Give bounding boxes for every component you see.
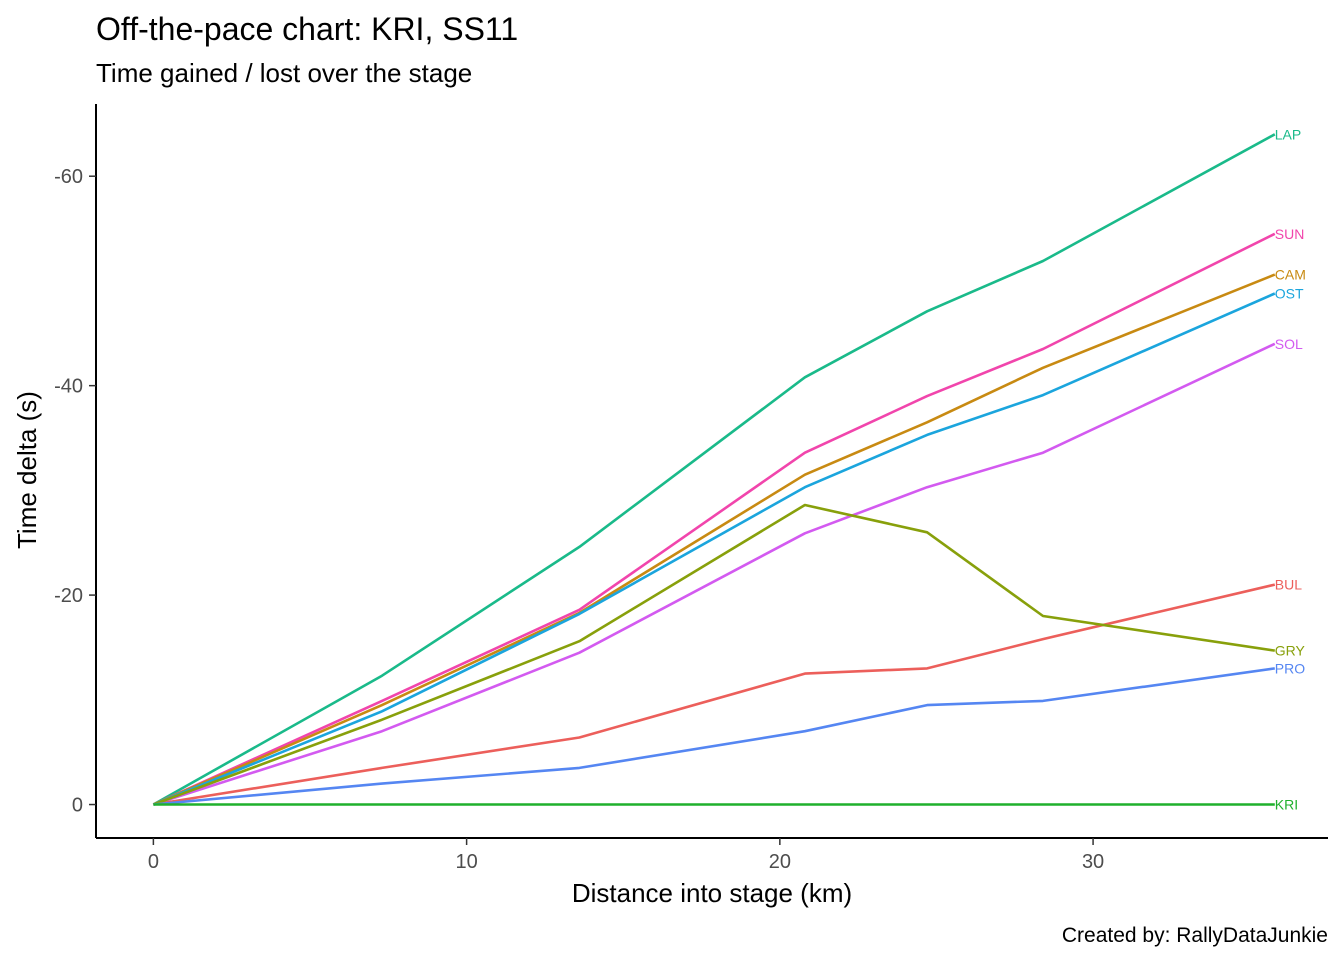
y-tick-label: 0 (72, 795, 83, 817)
series-line-gry (152, 503, 1275, 806)
y-tick-label: -40 (54, 376, 83, 398)
x-tick-label: 20 (769, 851, 791, 873)
series-label-bul: BUL (1275, 577, 1302, 593)
series-line-bul (153, 583, 1276, 806)
series-label-kri: KRI (1275, 797, 1298, 813)
y-tick-label: -60 (54, 166, 83, 188)
series-line-sun (152, 232, 1276, 806)
series-label-pro: PRO (1275, 660, 1305, 676)
y-axis-ticks: 0 -20 -40 -60 (54, 166, 96, 817)
series-line-pro (153, 667, 1275, 806)
series-label-lap: LAP (1275, 126, 1301, 142)
series-label-sun: SUN (1275, 226, 1305, 242)
plot-lines (152, 133, 1276, 806)
y-tick-label: -20 (54, 585, 83, 607)
series-label-cam: CAM (1275, 267, 1306, 283)
x-axis-ticks: 0 10 20 30 (148, 838, 1104, 873)
y-axis-title: Time delta (s) (12, 391, 42, 549)
chart-title: Off-the-pace chart: KRI, SS11 (96, 11, 518, 47)
series-line-lap (152, 133, 1276, 806)
chart-caption: Created by: RallyDataJunkie (1062, 924, 1328, 947)
x-axis-title: Distance into stage (km) (572, 878, 852, 908)
x-tick-label: 0 (148, 851, 159, 873)
series-line-cam (152, 273, 1276, 806)
series-line-sol (153, 342, 1276, 806)
x-tick-label: 10 (455, 851, 477, 873)
x-tick-label: 30 (1082, 851, 1104, 873)
series-label-sol: SOL (1275, 336, 1303, 352)
series-label-gry: GRY (1275, 643, 1306, 659)
series-line-ost (152, 292, 1276, 806)
chart-subtitle: Time gained / lost over the stage (96, 58, 472, 88)
series-label-ost: OST (1275, 285, 1304, 301)
